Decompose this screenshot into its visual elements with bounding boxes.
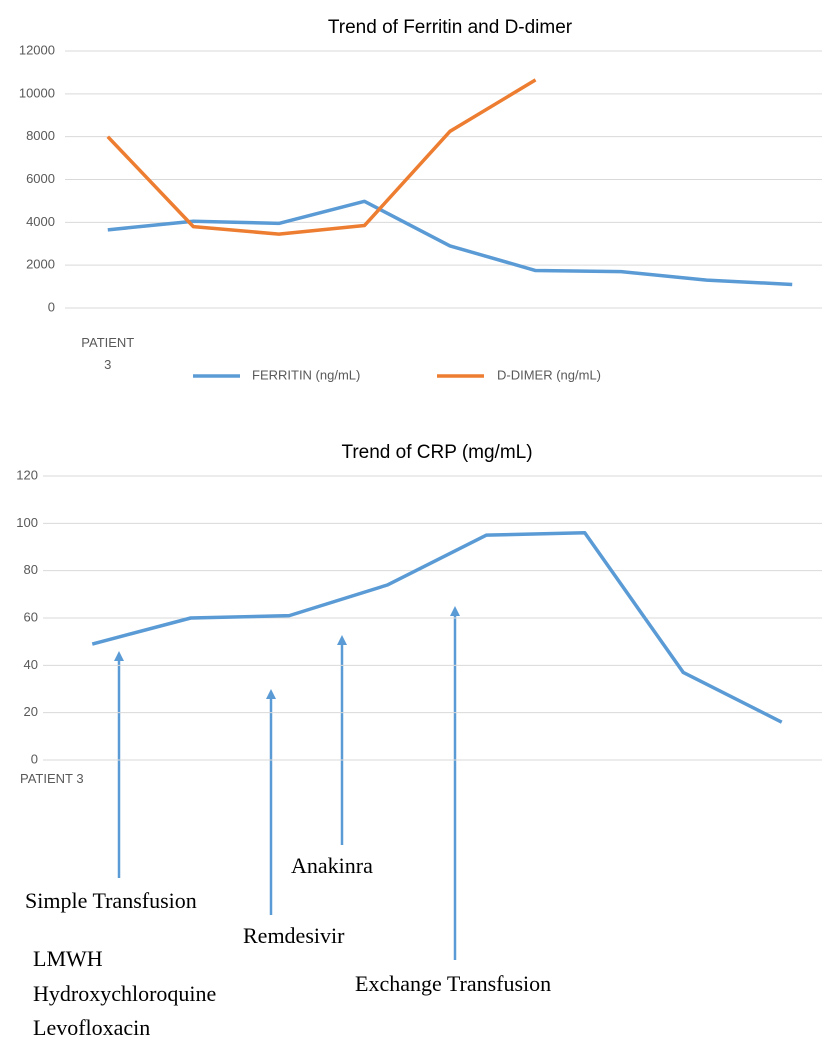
y-tick-label: 10000 (19, 85, 55, 100)
legend-label: D-DIMER (ng/mL) (497, 367, 601, 382)
annotation: Exchange Transfusion (355, 971, 551, 996)
y-tick-label: 80 (24, 562, 38, 577)
x-tick-label-box: PATIENT 3 (81, 335, 135, 372)
y-tick-label: 2000 (26, 257, 55, 272)
y-tick-label: 100 (16, 515, 38, 530)
x-tick-label: PATIENT 3 (20, 771, 84, 786)
annotation: LMWH (33, 946, 103, 971)
chart-title: Trend of Ferritin and D-dimer (328, 17, 573, 38)
annotation: Anakinra (291, 853, 373, 878)
y-tick-label: 60 (24, 609, 38, 624)
y-tick-label: 20 (24, 704, 38, 719)
y-tick-label: 4000 (26, 214, 55, 229)
annotation: Simple Transfusion (25, 888, 197, 913)
annotation: Levofloxacin (33, 1015, 150, 1036)
y-tick-label: 40 (24, 657, 38, 672)
y-tick-label: 0 (48, 299, 55, 314)
y-tick-label: 0 (31, 751, 38, 766)
chart-title: Trend of CRP (mg/mL) (341, 442, 532, 463)
annotation: Hydroxychloroquine (33, 981, 216, 1006)
series-line (106, 78, 537, 236)
annotation: Remdesivir (243, 923, 345, 948)
y-tick-label: 6000 (26, 171, 55, 186)
y-tick-label: 8000 (26, 128, 55, 143)
x-tick-label: PATIENT 3 (81, 335, 135, 372)
series-line (107, 199, 793, 287)
legend-label: FERRITIN (ng/mL) (252, 367, 360, 382)
series-line (91, 531, 783, 724)
y-tick-label: 120 (16, 467, 38, 482)
x-tick-label-box: PATIENT 3 (20, 771, 84, 786)
y-tick-label: 12000 (19, 42, 55, 57)
arrows (114, 606, 460, 960)
